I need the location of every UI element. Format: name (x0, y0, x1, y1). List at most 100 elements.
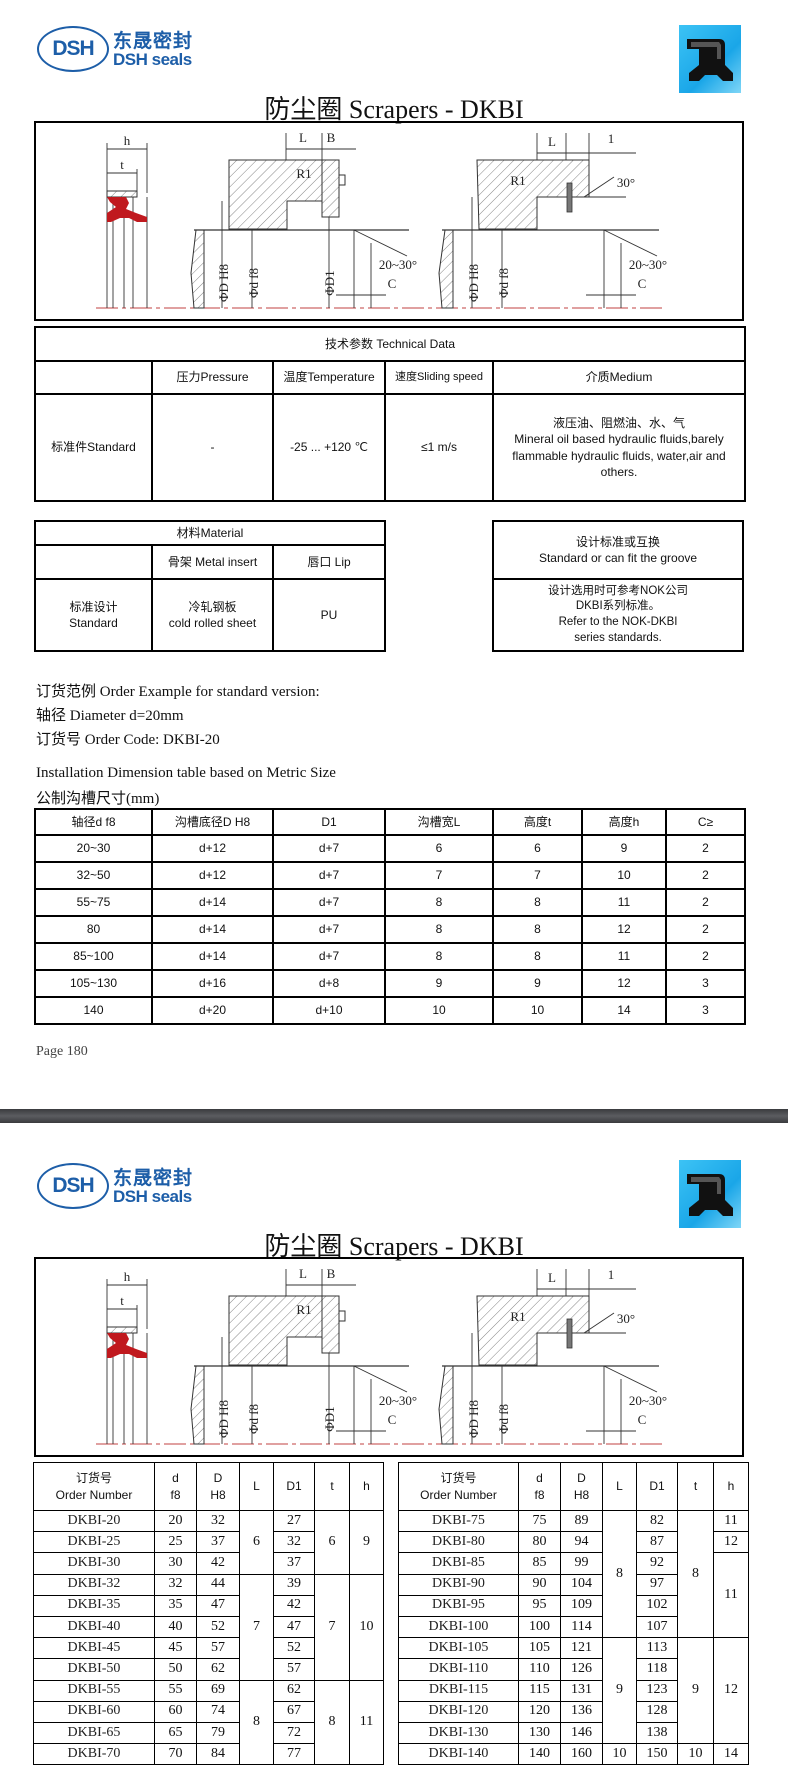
install-header-row: 轴径d f8 沟槽底径D H8 D1 沟槽宽L 高度t 高度h C≥ (34, 808, 746, 836)
scraper-profile-icon (679, 25, 741, 93)
order-number: DKBI-30 (33, 1552, 155, 1575)
order-number: DKBI-85 (398, 1552, 519, 1575)
value-D1: 138 (636, 1721, 678, 1745)
brand-logo: DSH 东晟密封 DSH seals (37, 26, 197, 72)
value-d: 115 (518, 1679, 561, 1702)
wiper-strip (566, 182, 573, 213)
value-D1: 67 (273, 1700, 315, 1723)
install-cell: 11 (581, 942, 667, 971)
value-t: 9 (677, 1637, 714, 1745)
order-number: DKBI-35 (33, 1594, 155, 1617)
value-D1: 123 (636, 1679, 678, 1702)
value-D: 94 (560, 1531, 603, 1554)
install-title-en: Installation Dimension table based on Me… (36, 765, 336, 781)
value-D1: 52 (273, 1637, 315, 1660)
value-D1: 102 (636, 1594, 678, 1617)
header-h: h (349, 1462, 384, 1511)
header-order-cn: 订货号 (75, 1471, 112, 1486)
header-t: t (677, 1462, 714, 1511)
value-D1: 72 (273, 1721, 315, 1745)
value-D: 121 (560, 1637, 603, 1660)
value-d: 120 (518, 1700, 561, 1723)
value-D: 57 (196, 1637, 240, 1660)
order-number: DKBI-65 (33, 1721, 155, 1745)
value-d: 25 (154, 1531, 197, 1554)
install-cell: 9 (384, 969, 494, 998)
diagram-label-D: ΦD H8 (466, 264, 481, 302)
order-number: DKBI-60 (33, 1700, 155, 1723)
value-D: 74 (196, 1700, 240, 1723)
header-tolerance: H8 (210, 1487, 226, 1502)
value-D: 47 (196, 1594, 240, 1617)
value-D: 114 (560, 1615, 603, 1639)
value-d: 20 (154, 1509, 197, 1533)
install-cell: d+12 (151, 834, 274, 863)
install-cell: 8 (384, 888, 494, 917)
diagram-label-h: h (124, 133, 131, 148)
diagram-label-B: B (327, 1266, 336, 1281)
value-D1: 118 (636, 1658, 678, 1681)
diagram-label-d: Φd f8 (496, 1404, 511, 1434)
header-symbol: D (577, 1471, 586, 1486)
install-cell: 20~30 (34, 834, 153, 863)
value-d: 140 (518, 1743, 561, 1766)
material-lip: PU (271, 578, 387, 652)
install-cell: 8 (384, 942, 494, 971)
value-l: 6 (239, 1510, 274, 1575)
insert-cn: 冷轧钢板 (188, 599, 237, 614)
order-number: DKBI-25 (33, 1531, 155, 1554)
diagram-label-L: L (299, 1266, 307, 1281)
standard-body-cn-1: 设计选用时可参考NOK公司 (548, 584, 688, 597)
order-number: DKBI-100 (398, 1615, 519, 1639)
chamfer-30 (583, 176, 615, 198)
header-speed: 速度Sliding speed (384, 360, 494, 395)
value-d: 80 (518, 1531, 561, 1554)
install-cell: 7 (492, 861, 583, 890)
install-cell: 8 (492, 888, 583, 917)
order-example-line-3: 订货号 Order Code: DKBI-20 (36, 732, 220, 748)
rod-section (190, 1365, 205, 1445)
install-cell: d+14 (151, 915, 274, 944)
install-cell: d+7 (272, 861, 386, 890)
value-h: 9 (349, 1510, 384, 1575)
value-D1: 150 (636, 1743, 678, 1766)
chamfer-line (603, 229, 658, 257)
header-h: h (713, 1462, 749, 1511)
install-cell: d+16 (151, 969, 274, 998)
install-cell: d+7 (272, 888, 386, 917)
value-D: 126 (560, 1658, 603, 1681)
install-row: 105~130 d+16 d+8 9 9 12 3 (34, 969, 746, 998)
value-h: 11 (713, 1552, 749, 1639)
order-row: DKBI-20 20 32 6 27 6 9 (33, 1509, 384, 1575)
value-l: 7 (239, 1573, 274, 1681)
medium-cn: 液压油、阻燃油、水、气 (553, 416, 686, 431)
value-D1: 128 (636, 1700, 678, 1723)
order-number-table-left: 订货号 Order Number d f8 D H8 L D1 t h DKBI-20 20 32 6 27… (33, 1462, 384, 1766)
value-d: 55 (154, 1679, 197, 1702)
value-d: 85 (518, 1552, 561, 1575)
install-cell: d+7 (272, 942, 386, 971)
value-D1: 97 (636, 1573, 678, 1596)
value-D: 32 (196, 1509, 240, 1533)
order-number: DKBI-120 (398, 1700, 519, 1723)
install-row: 55~75 d+14 d+7 8 8 11 2 (34, 888, 746, 917)
value-l: 10 (602, 1743, 637, 1766)
wiper-strip (566, 1318, 573, 1349)
value-l: 8 (239, 1679, 274, 1766)
diagram-label-C: C (638, 1412, 647, 1427)
order-number: DKBI-130 (398, 1721, 519, 1745)
value-D: 37 (196, 1531, 240, 1554)
standard-body: 设计选用时可参考NOK公司 DKBI系列标准。 Refer to the NOK… (492, 578, 744, 652)
seal-lip-profile (107, 197, 147, 222)
order-number: DKBI-110 (398, 1658, 519, 1681)
order-number: DKBI-115 (398, 1679, 519, 1702)
value-l: 9 (602, 1637, 637, 1745)
header-order-number: 订货号 Order Number (398, 1462, 519, 1511)
page-title: 防尘圈 Scrapers - DKBI (264, 1232, 524, 1261)
logo-name-cn: 东晟密封 (113, 31, 194, 52)
install-cell: 2 (665, 942, 746, 971)
diagram-label-one: 1 (608, 1267, 615, 1282)
value-D1: 32 (273, 1531, 315, 1554)
diagram-label-D: ΦD H8 (466, 1400, 481, 1438)
header-d: d f8 (154, 1462, 197, 1511)
